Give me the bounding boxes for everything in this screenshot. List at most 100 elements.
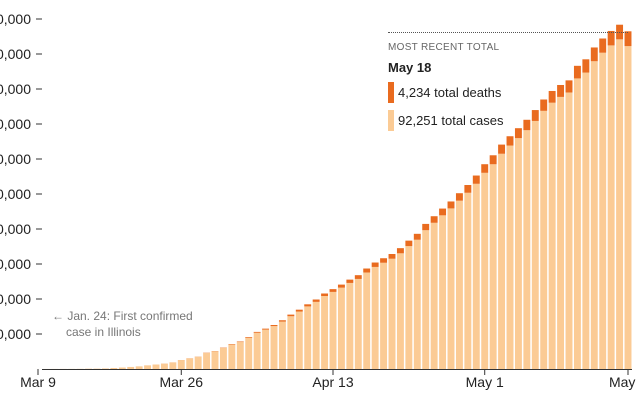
deaths-bar [245, 337, 253, 338]
cases-bar [219, 348, 227, 369]
cases-bar [203, 352, 211, 369]
deaths-bar [329, 289, 337, 292]
x-axis: Mar 9 Mar 26 Apr 13 May 1 May 1 [20, 369, 640, 390]
deaths-bar [236, 341, 244, 343]
cases-bar [160, 363, 168, 369]
x-tick-label: Apr 13 [312, 374, 353, 390]
first-case-annotation: ← Jan. 24: First confirmed case in Illin… [52, 308, 212, 340]
cases-bar [177, 360, 185, 369]
deaths-bar [599, 38, 607, 53]
cases-bar [287, 316, 295, 369]
cases-bar [346, 282, 354, 369]
cases-bar [506, 145, 514, 369]
deaths-bar [295, 309, 303, 312]
x-tick-label: Mar 9 [20, 374, 56, 390]
cases-bar [152, 364, 160, 369]
cases-bar [540, 110, 548, 369]
cases-bar [396, 253, 404, 369]
cases-bar [169, 362, 177, 369]
y-tick-label: 60,000 [0, 151, 31, 167]
legend: MOST RECENT TOTAL May 18 4,234 total dea… [388, 36, 628, 131]
deaths-bar [396, 248, 404, 254]
cases-bar [354, 278, 362, 369]
cases-bar [110, 367, 118, 369]
cases-bar [194, 356, 202, 369]
deaths-bar [405, 240, 413, 247]
annotation-line-1: ← Jan. 24: First confirmed [52, 309, 193, 323]
y-tick-label: 80,000 [0, 81, 31, 97]
deaths-bar [270, 325, 278, 327]
deaths-bar [278, 320, 286, 322]
cases-bar [548, 102, 556, 369]
deaths-bar [540, 99, 548, 111]
legend-cases-label: 92,251 total cases [398, 113, 504, 128]
deaths-bar [506, 136, 514, 146]
x-tick-label: May 1 [609, 374, 640, 390]
deaths-bar [413, 233, 421, 240]
cases-bar [135, 366, 143, 369]
y-tick-label: 70,000 [0, 116, 31, 132]
cases-bar [321, 296, 329, 369]
y-tick-label: 20,000 [0, 291, 31, 307]
legend-item-cases: 92,251 total cases [388, 110, 628, 131]
cases-bar [607, 45, 615, 370]
cases-bar [616, 39, 624, 369]
cases-bar [514, 138, 522, 369]
cases-bar [590, 61, 598, 369]
deaths-bar [422, 223, 430, 231]
cases-bar [472, 183, 480, 369]
legend-heading: MOST RECENT TOTAL [388, 42, 500, 53]
deaths-bar [573, 65, 581, 79]
cases-bar [557, 96, 565, 369]
deaths-bar [455, 193, 463, 201]
deaths-bar [380, 258, 388, 263]
y-tick-label: 50,000 [0, 186, 31, 202]
cases-bar [489, 164, 497, 369]
bar-series [34, 24, 632, 370]
cases-bar [312, 301, 320, 369]
deaths-bar [304, 304, 312, 307]
deaths-bar [447, 201, 455, 209]
deaths-bar [321, 293, 329, 297]
cases-bar [413, 239, 421, 369]
cases-bar [253, 332, 261, 369]
deaths-bar [472, 175, 480, 184]
deaths-bar [565, 80, 573, 93]
cases-bar [523, 130, 531, 369]
cases-bar [599, 52, 607, 370]
cases-bar [337, 287, 345, 369]
cases-bar [582, 72, 590, 369]
y-axis: 10,000 20,000 30,000 40,000 50,000 60,000 70,0… [0, 11, 42, 342]
cases-bar [127, 366, 135, 369]
y-tick-label: 90,000 [0, 46, 31, 62]
cases-bar [455, 200, 463, 369]
cases-bar [380, 262, 388, 369]
y-tick-label: 30,000 [0, 256, 31, 272]
cases-bar [270, 326, 278, 369]
cases-bar [228, 344, 236, 369]
cases-bar [363, 272, 371, 369]
cases-bar [211, 351, 219, 369]
deaths-bar [439, 208, 447, 216]
cases-bar [624, 46, 632, 370]
deaths-bar [287, 314, 295, 317]
deaths-swatch [388, 82, 394, 103]
cases-bar [430, 222, 438, 369]
cases-bar [245, 337, 253, 369]
deaths-bar [523, 119, 531, 131]
deaths-bar [607, 30, 615, 46]
deaths-bar [548, 90, 556, 103]
cases-bar [295, 311, 303, 369]
cases-bar [236, 342, 244, 369]
deaths-bar [590, 47, 598, 62]
deaths-bar [481, 164, 489, 173]
legend-deaths-label: 4,234 total deaths [398, 85, 502, 100]
cases-bar [531, 120, 539, 369]
deaths-bar [363, 268, 371, 273]
cases-bar [118, 367, 126, 369]
deaths-bar [514, 128, 522, 139]
deaths-bar [624, 31, 632, 47]
annotation-line-2: case in Illinois [66, 325, 141, 339]
y-tick-label: 40,000 [0, 221, 31, 237]
deaths-bar [489, 155, 497, 165]
